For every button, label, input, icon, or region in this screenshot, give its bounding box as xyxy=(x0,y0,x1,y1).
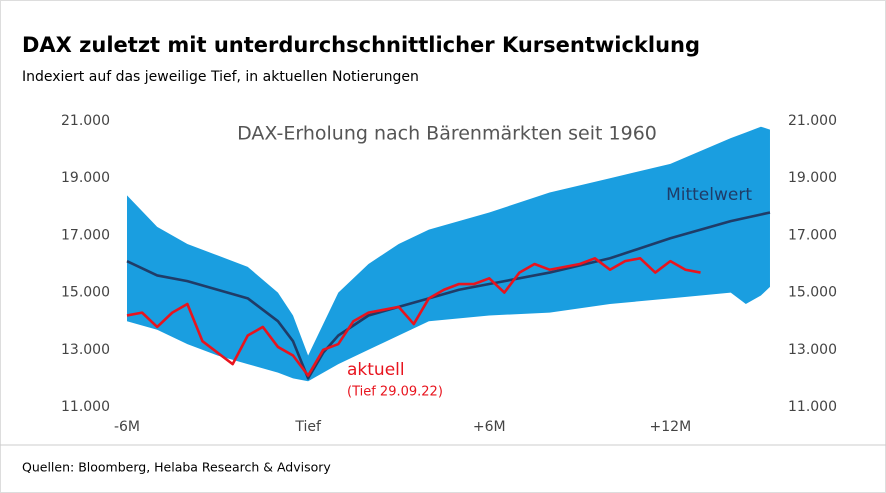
legend-current: aktuell xyxy=(347,360,405,380)
y2-tick-label: 11.000 xyxy=(788,399,837,415)
x-tick-label: -6M xyxy=(114,419,140,435)
source: Quellen: Bloomberg, Helaba Research & Ad… xyxy=(22,460,331,475)
std-band xyxy=(127,126,770,382)
annotation-heading: DAX-Erholung nach Bärenmärkten seit 1960 xyxy=(237,123,657,145)
annotation-band: +/- 1 Standardabweichung xyxy=(303,171,558,193)
y2-tick-label: 13.000 xyxy=(788,342,837,358)
y-tick-label: 11.000 xyxy=(61,399,110,415)
chart-title: DAX zuletzt mit unterdurchschnittlicher … xyxy=(22,33,700,57)
y-tick-label: 15.000 xyxy=(61,285,110,301)
y-tick-label: 13.000 xyxy=(61,342,110,358)
y-tick-label: 17.000 xyxy=(61,227,110,243)
y-tick-label: 19.000 xyxy=(61,170,110,186)
y2-tick-label: 17.000 xyxy=(788,227,837,243)
annotation-note: (Tief 29.09.22) xyxy=(347,385,443,400)
y-tick-label: 21.000 xyxy=(61,113,110,129)
legend-mean: Mittelwert xyxy=(666,185,752,205)
y2-tick-label: 15.000 xyxy=(788,285,837,301)
x-tick-label: Tief xyxy=(294,419,322,435)
x-tick-label: +12M xyxy=(650,419,692,435)
chart-subtitle: Indexiert auf das jeweilige Tief, in akt… xyxy=(22,69,419,85)
x-tick-label: +6M xyxy=(473,419,506,435)
y2-tick-label: 21.000 xyxy=(788,113,837,129)
y2-tick-label: 19.000 xyxy=(788,170,837,186)
series-line xyxy=(126,256,701,377)
